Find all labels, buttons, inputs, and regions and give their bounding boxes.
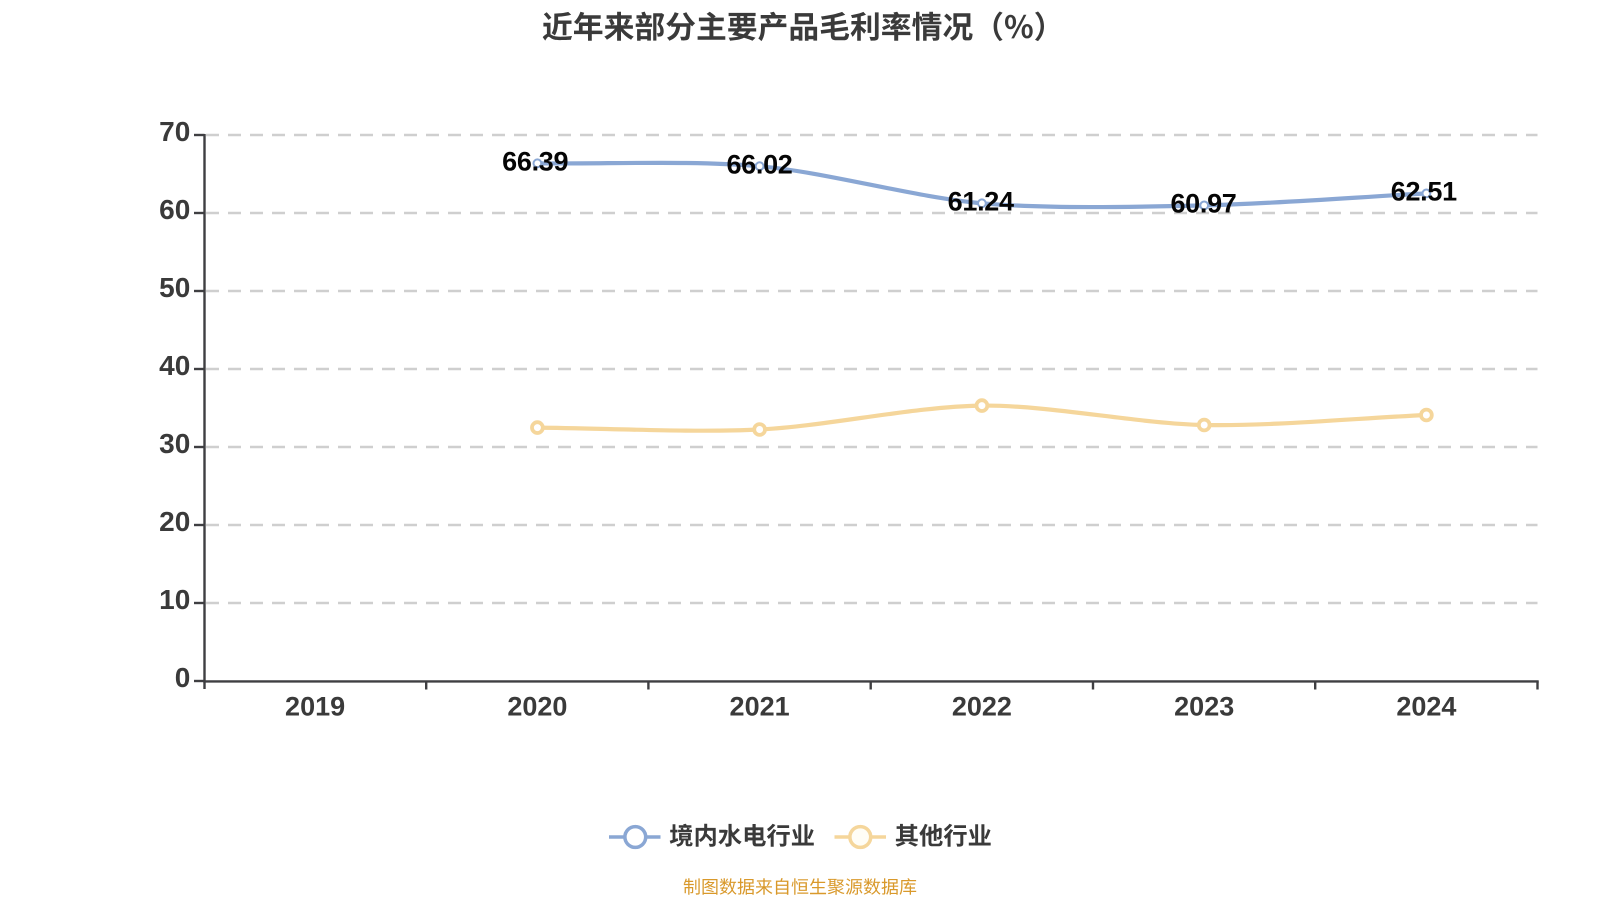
svg-text:60.97: 60.97	[1170, 189, 1236, 219]
svg-text:20: 20	[159, 506, 190, 537]
svg-text:0: 0	[175, 662, 191, 693]
svg-text:61.24: 61.24	[948, 186, 1014, 216]
svg-text:40: 40	[159, 350, 190, 381]
svg-text:50: 50	[159, 272, 190, 303]
svg-text:66.39: 66.39	[502, 146, 568, 176]
svg-text:70: 70	[159, 116, 190, 147]
svg-text:60: 60	[159, 194, 190, 225]
svg-text:30: 30	[159, 428, 190, 459]
svg-text:10: 10	[159, 584, 190, 615]
svg-text:62.51: 62.51	[1391, 177, 1457, 207]
svg-text:2022: 2022	[952, 692, 1012, 722]
svg-text:2020: 2020	[507, 692, 567, 722]
svg-text:2021: 2021	[730, 692, 790, 722]
svg-text:2019: 2019	[285, 692, 345, 722]
svg-text:2023: 2023	[1174, 692, 1234, 722]
svg-text:66.02: 66.02	[726, 149, 792, 179]
svg-text:2024: 2024	[1396, 692, 1456, 722]
